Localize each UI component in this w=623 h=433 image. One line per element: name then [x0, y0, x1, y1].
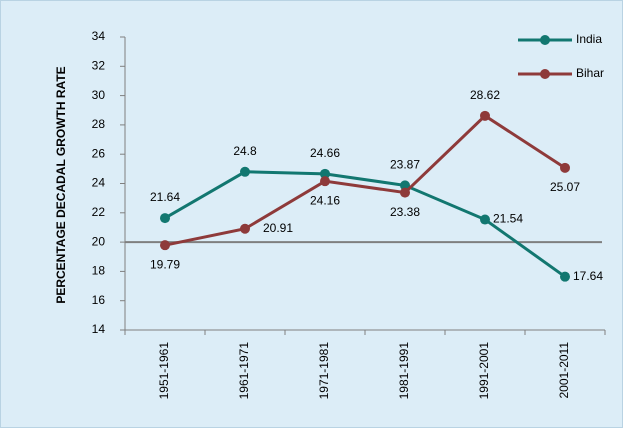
data-point: [320, 168, 330, 179]
data-label: 21.64: [150, 190, 180, 204]
series-line: [164, 113, 566, 247]
y-tick-label: 30: [92, 88, 106, 102]
x-tick-label: 1961-1971: [237, 342, 251, 400]
y-tick-label: 22: [92, 205, 106, 219]
series-line: [164, 170, 566, 278]
y-tick-label: 24: [92, 176, 106, 190]
x-tick-label: 2001-2011: [557, 342, 571, 399]
y-tick-label: 14: [92, 322, 106, 336]
data-point: [400, 187, 410, 198]
y-tick-label: 28: [92, 117, 106, 131]
data-label: 24.16: [310, 193, 340, 207]
data-label: 28.62: [470, 88, 500, 102]
data-label: 23.87: [390, 158, 420, 172]
data-label: 23.38: [390, 205, 420, 219]
data-label: 20.91: [263, 221, 293, 235]
legend-label: India: [576, 32, 602, 46]
data-label: 17.64: [573, 269, 603, 283]
data-point: [160, 240, 170, 251]
data-label: 21.54: [493, 212, 523, 226]
y-tick-label: 18: [92, 264, 106, 278]
y-axis-label: PERCENTAGE DECADAL GROWTH RATE: [54, 66, 68, 303]
x-tick-label: 1971-1981: [317, 342, 331, 400]
legend-label: Bihar: [576, 66, 604, 80]
data-label: 25.07: [550, 180, 580, 194]
data-point: [560, 162, 570, 173]
x-tick-label: 1981-1991: [397, 342, 411, 400]
data-point: [560, 271, 570, 282]
data-point: [160, 213, 170, 224]
y-tick-label: 16: [92, 293, 106, 307]
data-label: 19.79: [150, 257, 180, 271]
y-tick-label: 26: [92, 146, 106, 160]
data-point: [320, 176, 330, 187]
data-label: 24.66: [310, 146, 340, 160]
data-point: [240, 166, 250, 177]
legend-marker: [540, 35, 550, 45]
x-tick-label: 1951-1961: [157, 342, 171, 400]
data-point: [400, 180, 410, 191]
y-tick-label: 20: [92, 234, 106, 248]
data-point: [240, 223, 250, 234]
data-label: 24.8: [233, 144, 257, 158]
x-tick-label: 1991-2001: [477, 342, 491, 400]
data-point: [480, 110, 490, 121]
data-point: [480, 214, 490, 225]
y-tick-label: 32: [92, 58, 106, 72]
y-tick-label: 34: [92, 29, 106, 43]
legend-marker: [540, 69, 550, 79]
